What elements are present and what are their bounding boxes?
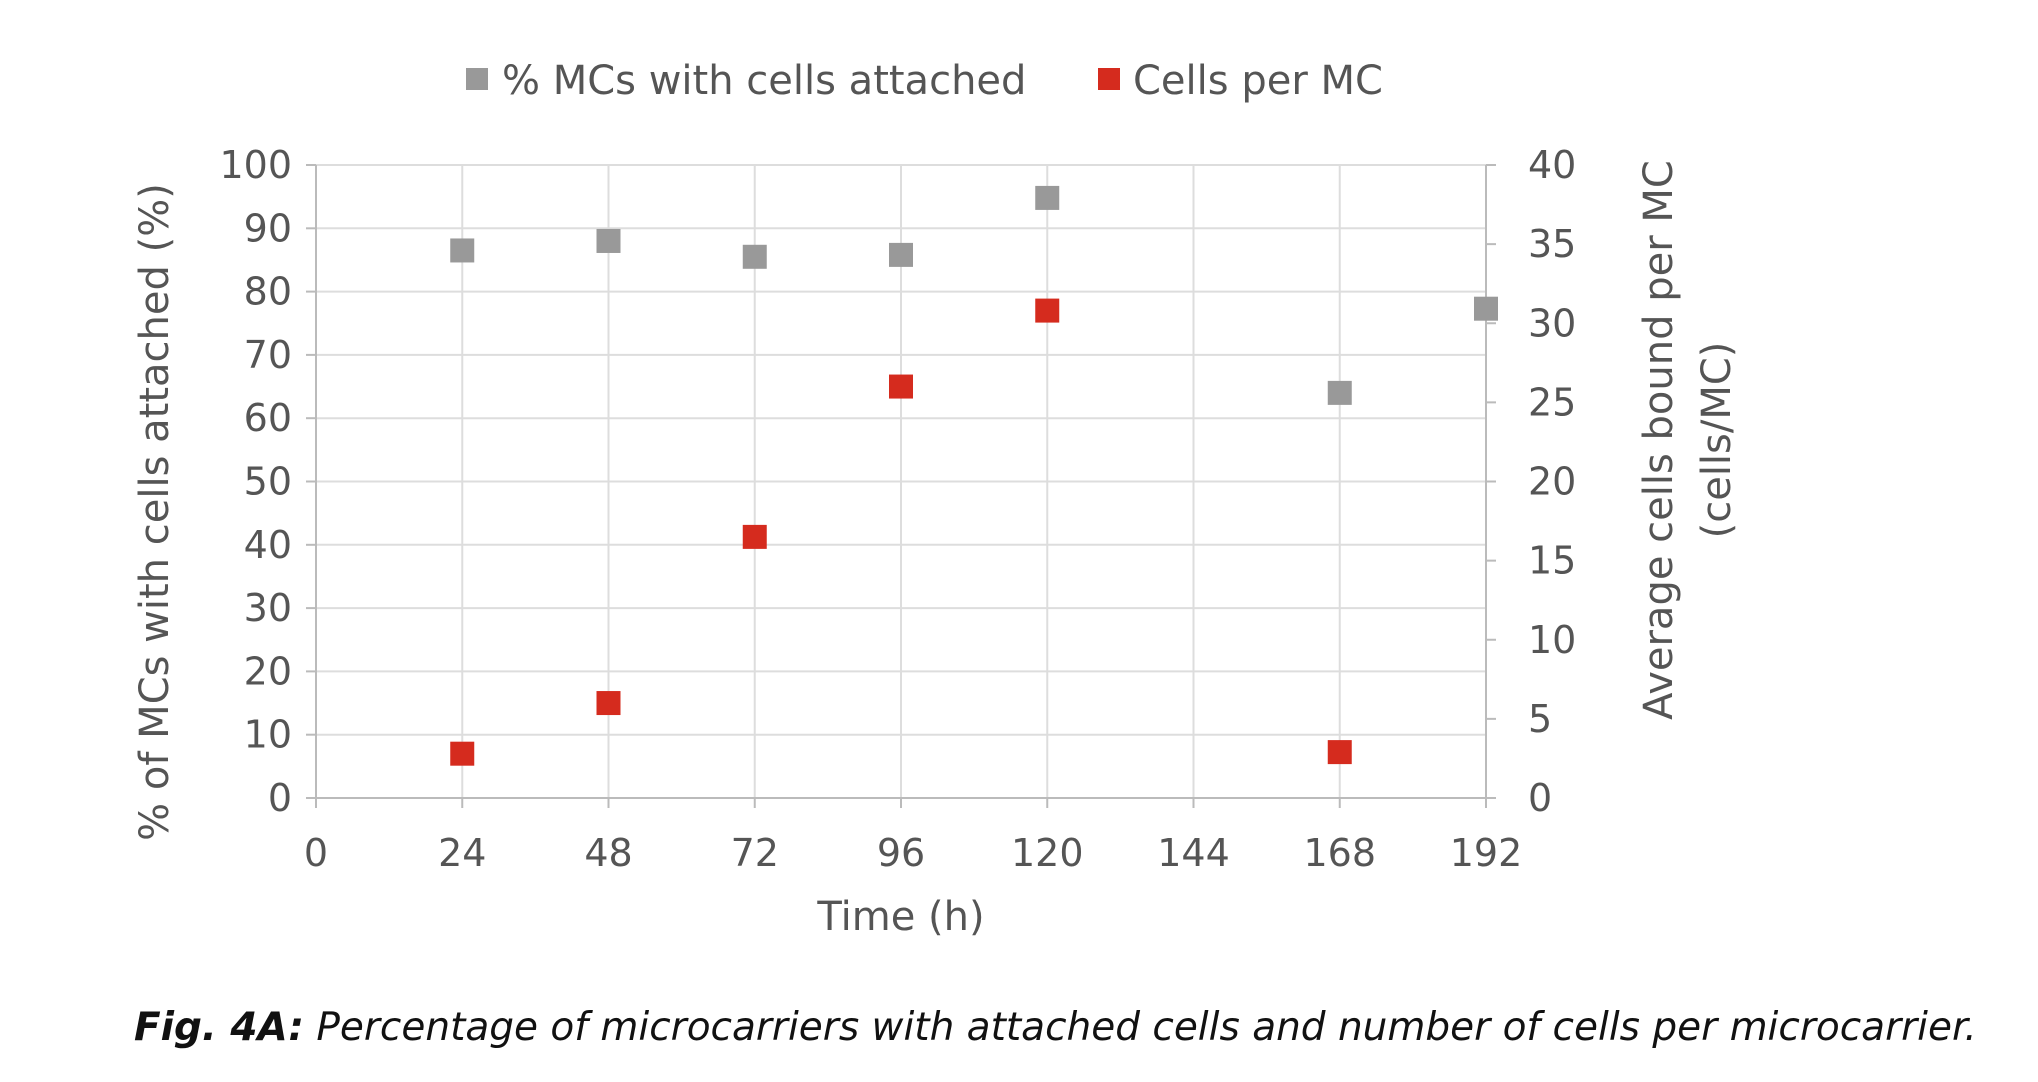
point-series-2 bbox=[1035, 298, 1060, 323]
y-tick-label: 10 bbox=[244, 713, 292, 757]
y2-tick-label: 20 bbox=[1528, 460, 1576, 504]
point-series-2 bbox=[889, 374, 913, 399]
x-axis-title: Time (h) bbox=[816, 894, 984, 940]
y-tick-label: 50 bbox=[244, 460, 292, 504]
x-axis-ticks: 0 24 48 72 96 120 144 168 192 bbox=[304, 798, 1522, 875]
x-tick-label: 144 bbox=[1157, 831, 1230, 875]
figure-caption: Fig. 4A: Percentage of microcarriers wit… bbox=[134, 1005, 2014, 1050]
point-series-2 bbox=[450, 741, 475, 766]
y2-tick-label: 25 bbox=[1528, 380, 1576, 424]
y2-tick-label: 30 bbox=[1528, 301, 1576, 345]
y2-tick-label: 40 bbox=[1528, 143, 1576, 187]
y2-tick-label: 5 bbox=[1528, 697, 1552, 741]
y2-axis-title-line1: Average cells bound per MC bbox=[1636, 160, 1682, 720]
y2-tick-label: 10 bbox=[1528, 618, 1576, 662]
y-tick-label: 100 bbox=[219, 143, 292, 187]
point-series-2 bbox=[596, 691, 621, 716]
y2-tick-label: 35 bbox=[1528, 222, 1576, 266]
y-tick-label: 20 bbox=[244, 649, 292, 693]
point-series-2 bbox=[742, 524, 767, 549]
point-series-1 bbox=[889, 242, 913, 267]
y-tick-label: 40 bbox=[244, 523, 292, 567]
y-tick-label: 0 bbox=[268, 776, 292, 820]
y-tick-label: 30 bbox=[244, 586, 292, 630]
y2-tick-label: 15 bbox=[1528, 539, 1576, 583]
legend-marker-series-1 bbox=[466, 68, 488, 90]
point-series-1 bbox=[596, 228, 621, 253]
y2-axis-title-line2: (cells/MC) bbox=[1694, 342, 1740, 539]
x-tick-label: 96 bbox=[877, 831, 925, 875]
x-tick-label: 24 bbox=[438, 831, 486, 875]
x-tick-label: 48 bbox=[584, 831, 632, 875]
caption-label: Fig. 4A: bbox=[134, 1005, 304, 1050]
legend-label-series-1: % MCs with cells attached bbox=[502, 58, 1026, 104]
point-series-1 bbox=[450, 238, 475, 263]
left-axis-ticks: 0 10 20 30 40 50 60 70 80 90 100 bbox=[219, 143, 316, 820]
y-axis-title: % of MCs with cells attached (%) bbox=[132, 183, 178, 841]
point-series-1 bbox=[1035, 185, 1060, 210]
x-tick-label: 0 bbox=[304, 831, 328, 875]
x-tick-label: 120 bbox=[1011, 831, 1084, 875]
legend-marker-series-2 bbox=[1098, 68, 1120, 90]
y-tick-label: 80 bbox=[244, 270, 292, 314]
caption-text: Percentage of microcarriers with attache… bbox=[303, 1005, 1977, 1050]
y-tick-label: 60 bbox=[244, 396, 292, 440]
point-series-1 bbox=[742, 244, 767, 269]
y2-tick-label: 0 bbox=[1528, 776, 1552, 820]
x-tick-label: 168 bbox=[1303, 831, 1376, 875]
y-tick-label: 90 bbox=[244, 206, 292, 250]
right-axis-ticks: 0 5 10 15 20 25 30 35 40 bbox=[1486, 143, 1576, 820]
point-series-2 bbox=[1327, 740, 1352, 765]
data-points bbox=[450, 185, 1498, 766]
point-series-1 bbox=[1474, 296, 1498, 321]
legend-label-series-2: Cells per MC bbox=[1133, 58, 1383, 104]
x-tick-label: 192 bbox=[1450, 831, 1523, 875]
point-series-1 bbox=[1327, 380, 1352, 405]
legend: % MCs with cells attached Cells per MC bbox=[466, 58, 1383, 104]
y-tick-label: 70 bbox=[244, 333, 292, 377]
x-tick-label: 72 bbox=[731, 831, 779, 875]
